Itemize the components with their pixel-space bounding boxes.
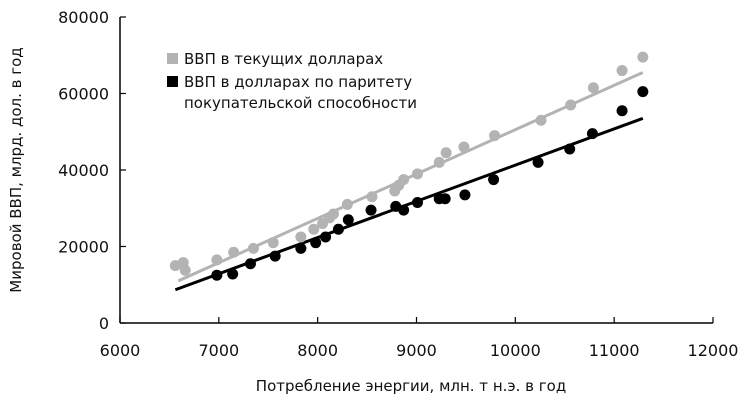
y-tick-label: 0 xyxy=(99,314,109,333)
point-current-usd xyxy=(228,246,240,258)
point-ppp-usd xyxy=(532,156,544,168)
x-tick-label: 10000 xyxy=(490,341,541,360)
point-current-usd xyxy=(535,114,547,126)
x-tick-label: 7000 xyxy=(198,341,239,360)
point-current-usd xyxy=(327,208,339,220)
x-tick-label: 6000 xyxy=(100,341,141,360)
point-ppp-usd xyxy=(439,193,451,205)
legend-label-current-usd: ВВП в текущих долларах xyxy=(184,50,383,68)
point-ppp-usd xyxy=(244,258,256,270)
point-ppp-usd xyxy=(320,231,332,243)
point-current-usd xyxy=(267,237,279,249)
x-axis-ticks: 6000 7000 8000 9000 10000 11000 12000 xyxy=(100,317,739,360)
point-current-usd xyxy=(587,82,599,94)
point-ppp-usd xyxy=(295,242,307,254)
point-ppp-usd xyxy=(459,189,471,201)
point-current-usd xyxy=(458,141,470,153)
x-tick-label: 11000 xyxy=(589,341,640,360)
point-ppp-usd xyxy=(365,204,377,216)
x-tick-label: 9000 xyxy=(396,341,437,360)
point-ppp-usd xyxy=(342,214,354,226)
y-tick-label: 20000 xyxy=(58,238,109,257)
point-current-usd xyxy=(440,147,452,159)
x-axis-title: Потребление энергии, млн. т н.э. в год xyxy=(256,377,566,395)
point-ppp-usd xyxy=(586,128,598,140)
y-axis-title: Мировой ВВП, млрд. дол. в год xyxy=(7,47,25,292)
point-ppp-usd xyxy=(310,237,322,249)
legend-swatch-ppp-usd xyxy=(167,76,178,87)
point-ppp-usd xyxy=(227,268,239,280)
data-points xyxy=(169,51,649,281)
point-ppp-usd xyxy=(332,223,344,235)
y-tick-label: 40000 xyxy=(58,161,109,180)
point-current-usd xyxy=(398,174,410,186)
point-current-usd xyxy=(295,231,307,243)
point-current-usd xyxy=(341,198,353,210)
point-current-usd xyxy=(637,51,649,63)
point-current-usd xyxy=(411,168,423,180)
point-ppp-usd xyxy=(211,269,223,281)
point-current-usd xyxy=(433,156,445,168)
point-current-usd xyxy=(211,254,223,266)
point-ppp-usd xyxy=(398,204,410,216)
point-current-usd xyxy=(366,191,378,203)
x-tick-label: 8000 xyxy=(297,341,338,360)
point-current-usd xyxy=(247,242,259,254)
legend: ВВП в текущих долларах ВВП в долларах по… xyxy=(167,50,417,112)
point-ppp-usd xyxy=(564,143,576,155)
y-axis-ticks: 0 20000 40000 60000 80000 xyxy=(58,8,126,333)
point-ppp-usd xyxy=(269,250,281,262)
point-current-usd xyxy=(308,223,320,235)
point-current-usd xyxy=(616,65,628,77)
point-current-usd xyxy=(179,264,191,276)
y-tick-label: 80000 xyxy=(58,8,109,27)
point-ppp-usd xyxy=(411,197,423,209)
point-ppp-usd xyxy=(637,86,649,98)
point-ppp-usd xyxy=(488,174,500,186)
point-current-usd xyxy=(565,99,577,111)
legend-label-ppp-usd: ВВП в долларах по паритету покупательской… xyxy=(184,73,417,112)
legend-swatch-current-usd xyxy=(167,53,178,64)
x-tick-label: 12000 xyxy=(688,341,739,360)
point-ppp-usd xyxy=(616,105,628,117)
point-current-usd xyxy=(489,130,501,142)
y-tick-label: 60000 xyxy=(58,85,109,104)
